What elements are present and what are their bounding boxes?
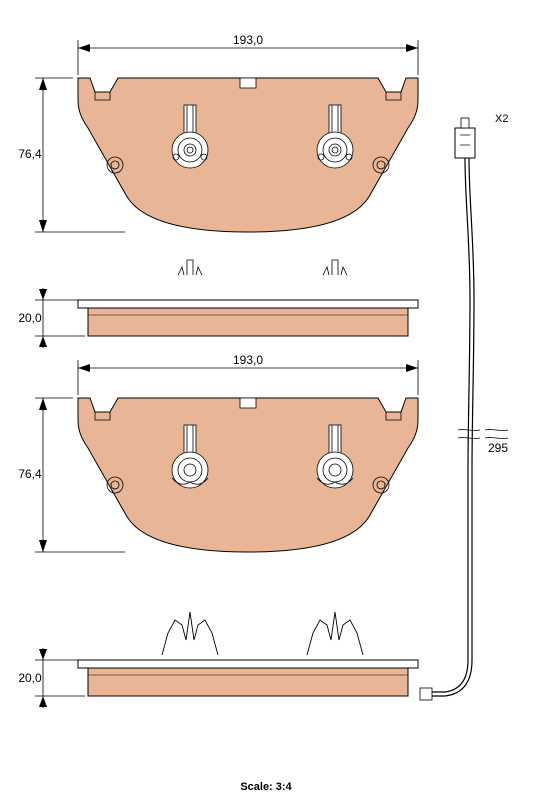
dim-width-bottom-label: 193,0 xyxy=(233,353,263,367)
technical-drawing: 193,0 76,4 20,0 xyxy=(0,0,533,800)
sensor-count-label: X2 xyxy=(495,113,508,125)
dim-width-bottom: 193,0 xyxy=(78,353,418,395)
dim-thickness-bottom-label: 20,0 xyxy=(18,671,42,685)
dim-width-top: 193,0 xyxy=(78,33,418,75)
dim-sensor-length: 295 xyxy=(485,429,508,455)
brake-pad-bottom-front xyxy=(78,398,418,552)
dim-width-top-label: 193,0 xyxy=(233,33,263,47)
brake-pad-top-side xyxy=(78,260,418,336)
dim-thickness-top: 20,0 xyxy=(18,288,85,348)
scale-label: Scale: 3:4 xyxy=(240,781,292,793)
wear-sensor: X2 xyxy=(420,113,508,700)
dim-height-top-label: 76,4 xyxy=(18,147,42,161)
dim-thickness-top-label: 20,0 xyxy=(18,311,42,325)
brake-pad-top-front xyxy=(78,78,418,232)
brake-pad-bottom-side xyxy=(78,612,418,696)
dim-sensor-length-label: 295 xyxy=(488,441,508,455)
dim-height-bottom-label: 76,4 xyxy=(18,467,42,481)
dim-thickness-bottom: 20,0 xyxy=(18,648,85,708)
diagram-container: 193,0 76,4 20,0 xyxy=(0,0,533,800)
